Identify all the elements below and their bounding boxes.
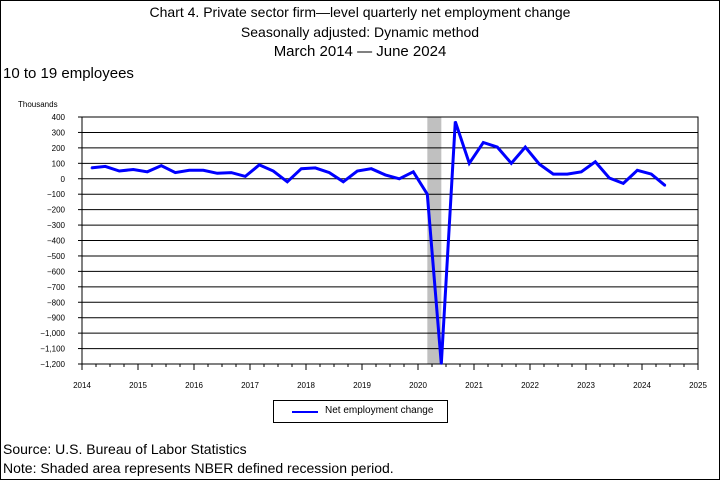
data-point xyxy=(608,177,611,179)
chart-title-line-1: Chart 4. Private sector firm—level quart… xyxy=(149,4,571,20)
data-point xyxy=(468,162,471,165)
chart-title-line-2: Seasonally adjusted: Dynamic method xyxy=(240,24,480,40)
y-tick-label: 0 xyxy=(61,175,66,184)
data-point xyxy=(328,171,331,174)
x-tick-label: 2024 xyxy=(633,381,651,390)
y-tick-label: −1,000 xyxy=(40,329,65,338)
y-tick-label: 100 xyxy=(52,159,66,168)
data-point xyxy=(496,146,499,148)
y-tick-label: −700 xyxy=(47,283,66,292)
data-point xyxy=(146,171,149,173)
data-point xyxy=(566,173,569,175)
data-point xyxy=(664,184,667,187)
data-point xyxy=(160,164,163,167)
data-point xyxy=(650,173,653,175)
x-tick-label: 2019 xyxy=(353,381,371,390)
y-tick-label: 200 xyxy=(52,144,66,153)
data-point xyxy=(524,146,527,148)
data-point xyxy=(384,174,387,176)
y-tick-label: −400 xyxy=(47,237,66,246)
x-tick-label: 2021 xyxy=(465,381,483,390)
data-point xyxy=(132,168,135,171)
y-tick-label: −100 xyxy=(47,190,66,199)
x-tick-label: 2023 xyxy=(577,381,595,390)
data-point xyxy=(510,162,513,165)
data-point xyxy=(90,167,93,169)
data-point xyxy=(636,169,639,172)
data-point xyxy=(258,164,261,166)
data-point xyxy=(440,363,443,365)
source-note: Source: U.S. Bureau of Labor Statistics xyxy=(3,441,247,457)
data-point xyxy=(538,163,541,165)
data-point xyxy=(286,181,289,183)
data-point xyxy=(370,167,373,170)
data-point xyxy=(104,165,107,168)
data-point xyxy=(202,169,205,172)
y-tick-label: −1,200 xyxy=(40,360,65,369)
y-tick-label: −300 xyxy=(47,221,66,230)
data-point xyxy=(482,141,485,144)
data-point xyxy=(230,171,233,174)
x-tick-label: 2016 xyxy=(185,381,203,390)
y-tick-label: −600 xyxy=(47,267,66,276)
x-tick-label: 2014 xyxy=(73,381,91,390)
y-tick-label: −200 xyxy=(47,206,66,215)
data-point xyxy=(118,170,121,172)
data-point xyxy=(412,171,415,173)
data-point xyxy=(426,193,429,195)
data-point xyxy=(216,172,219,175)
x-tick-label: 2018 xyxy=(297,381,315,390)
recession-note: Note: Shaded area represents NBER define… xyxy=(3,460,394,476)
data-point xyxy=(622,182,625,185)
chart-subtitle: 10 to 19 employees xyxy=(3,65,134,82)
chart-title-line-3: March 2014 — June 2024 xyxy=(273,43,447,60)
data-point xyxy=(244,175,247,178)
x-tick-label: 2025 xyxy=(689,381,707,390)
x-tick-label: 2022 xyxy=(521,381,539,390)
data-point xyxy=(174,171,177,174)
data-point xyxy=(580,171,583,173)
data-point xyxy=(356,170,359,172)
legend: Net employment change xyxy=(273,400,448,423)
legend-line-swatch xyxy=(292,411,318,413)
x-tick-label: 2017 xyxy=(241,381,259,390)
data-point xyxy=(188,169,191,172)
x-tick-label: 2020 xyxy=(409,381,427,390)
data-point xyxy=(454,120,457,123)
data-point xyxy=(342,181,345,183)
y-tick-label: 300 xyxy=(52,128,66,137)
legend-label: Net employment change xyxy=(325,405,434,416)
data-point xyxy=(314,167,317,169)
y-tick-label: 400 xyxy=(52,113,66,122)
y-tick-label: −1,100 xyxy=(40,345,65,354)
y-axis-label: Thousands xyxy=(18,100,58,109)
x-tick-label: 2015 xyxy=(129,381,147,390)
series-line-net-employment-change xyxy=(91,121,667,365)
y-tick-label: −900 xyxy=(47,314,66,323)
data-point xyxy=(594,160,597,163)
data-point xyxy=(300,167,303,170)
y-tick-label: −800 xyxy=(47,298,66,307)
data-point xyxy=(552,173,555,175)
data-point xyxy=(398,177,401,180)
y-tick-label: −500 xyxy=(47,252,66,261)
data-point xyxy=(272,170,275,172)
